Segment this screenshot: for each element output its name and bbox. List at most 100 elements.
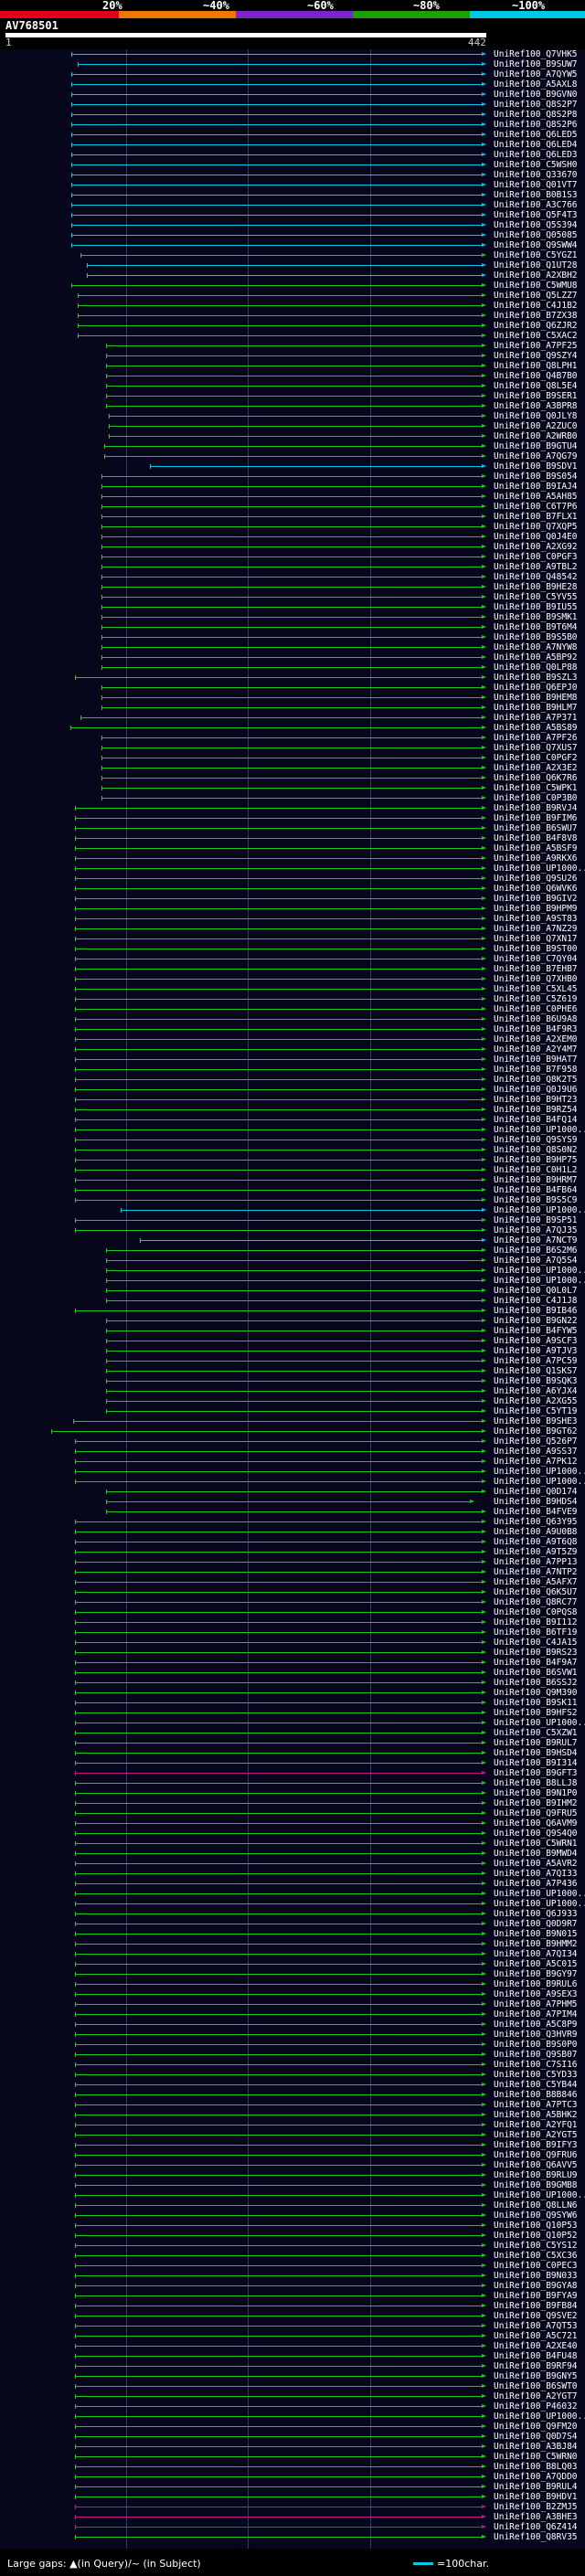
- hit-row[interactable]: UniRef100_Q01VT7: [0, 180, 585, 190]
- hit-label[interactable]: UniRef100_B2ZMJ5: [494, 2502, 578, 2512]
- hit-label[interactable]: UniRef100_Q8L5E4: [494, 381, 578, 391]
- hit-label[interactable]: UniRef100_Q0J4E0: [494, 532, 578, 542]
- hit-label[interactable]: UniRef100_B8LLJ8: [494, 1778, 578, 1788]
- hit-row[interactable]: UniRef100_A9SS37: [0, 1447, 585, 1457]
- hit-row[interactable]: UniRef100_Q9SZY4: [0, 351, 585, 361]
- hit-row[interactable]: UniRef100_B9HDS4: [0, 1497, 585, 1507]
- hit-label[interactable]: UniRef100_B8B846: [494, 2090, 578, 2100]
- hit-label[interactable]: UniRef100_B9GIV2: [494, 894, 578, 904]
- hit-label[interactable]: UniRef100_B9SMK1: [494, 612, 578, 622]
- hit-label[interactable]: UniRef100_Q8RC77: [494, 1597, 578, 1607]
- hit-row[interactable]: UniRef100_C0PGF3: [0, 552, 585, 562]
- hit-row[interactable]: UniRef100_A2Y4M7: [0, 1044, 585, 1055]
- hit-row[interactable]: UniRef100_C4JA15: [0, 1638, 585, 1648]
- hit-row[interactable]: UniRef100_Q0JLY8: [0, 411, 585, 421]
- hit-label[interactable]: UniRef100_A5C721: [494, 2331, 578, 2341]
- hit-label[interactable]: UniRef100_B9S5C9: [494, 1195, 578, 1205]
- hit-row[interactable]: UniRef100_A2XG92: [0, 542, 585, 552]
- hit-row[interactable]: UniRef100_A7QI33: [0, 1869, 585, 1879]
- hit-label[interactable]: UniRef100_A7QI34: [494, 1949, 578, 1959]
- hit-label[interactable]: UniRef100_Q8LPH1: [494, 361, 578, 371]
- hit-row[interactable]: UniRef100_UP1000...: [0, 1125, 585, 1135]
- hit-label[interactable]: UniRef100_C4J1J8: [494, 1296, 578, 1306]
- hit-label[interactable]: UniRef100_A5AFX7: [494, 1577, 578, 1587]
- hit-row[interactable]: UniRef100_C5XAC2: [0, 331, 585, 341]
- hit-label[interactable]: UniRef100_Q5F4T3: [494, 210, 578, 220]
- hit-row[interactable]: UniRef100_B6SWT0: [0, 2381, 585, 2391]
- hit-row[interactable]: UniRef100_A2XG55: [0, 1396, 585, 1406]
- hit-row[interactable]: UniRef100_A7PP13: [0, 1557, 585, 1567]
- hit-row[interactable]: UniRef100_Q6EPJ0: [0, 683, 585, 693]
- hit-row[interactable]: UniRef100_UP1000...: [0, 864, 585, 874]
- hit-row[interactable]: UniRef100_A9SEX3: [0, 1989, 585, 1999]
- hit-row[interactable]: UniRef100_Q7XQP5: [0, 522, 585, 532]
- hit-label[interactable]: UniRef100_B9FYA9: [494, 2291, 578, 2301]
- hit-row[interactable]: UniRef100_B9S5C9: [0, 1195, 585, 1205]
- hit-row[interactable]: UniRef100_Q6Z414: [0, 2522, 585, 2532]
- hit-label[interactable]: UniRef100_Q8RV35: [494, 2532, 578, 2542]
- hit-label[interactable]: UniRef100_B9HT23: [494, 1095, 578, 1105]
- hit-label[interactable]: UniRef100_Q526P7: [494, 1436, 578, 1447]
- hit-row[interactable]: UniRef100_A7PF26: [0, 733, 585, 743]
- hit-label[interactable]: UniRef100_Q5LZZ7: [494, 291, 578, 301]
- hit-row[interactable]: UniRef100_B9IFY3: [0, 2140, 585, 2150]
- hit-row[interactable]: UniRef100_A7PK12: [0, 1457, 585, 1467]
- hit-label[interactable]: UniRef100_Q3HVR9: [494, 2030, 578, 2040]
- hit-label[interactable]: UniRef100_A6YJX4: [494, 1386, 578, 1396]
- hit-label[interactable]: UniRef100_A7QDD0: [494, 2472, 578, 2482]
- hit-row[interactable]: UniRef100_B9GYA8: [0, 2281, 585, 2291]
- hit-row[interactable]: UniRef100_B9SP51: [0, 1215, 585, 1225]
- hit-label[interactable]: UniRef100_A7QYW5: [494, 69, 578, 80]
- hit-label[interactable]: UniRef100_Q0D9R7: [494, 1919, 578, 1929]
- hit-row[interactable]: UniRef100_Q1SKS7: [0, 1366, 585, 1376]
- hit-row[interactable]: UniRef100_Q6ZJR2: [0, 321, 585, 331]
- hit-row[interactable]: UniRef100_A5AH85: [0, 492, 585, 502]
- hit-label[interactable]: UniRef100_B9SHE3: [494, 1416, 578, 1426]
- hit-label[interactable]: UniRef100_C0P3B0: [494, 793, 578, 803]
- hit-row[interactable]: UniRef100_B4FYW5: [0, 1326, 585, 1336]
- hit-row[interactable]: UniRef100_B6SSJ2: [0, 1678, 585, 1688]
- hit-row[interactable]: UniRef100_A5BHK2: [0, 2110, 585, 2120]
- hit-row[interactable]: UniRef100_A5AFX7: [0, 1577, 585, 1587]
- hit-row[interactable]: UniRef100_C4J1J8: [0, 1296, 585, 1306]
- hit-label[interactable]: UniRef100_Q0J9U6: [494, 1085, 578, 1095]
- hit-label[interactable]: UniRef100_B4FB64: [494, 1185, 578, 1195]
- hit-row[interactable]: UniRef100_B9I112: [0, 1617, 585, 1627]
- hit-row[interactable]: UniRef100_C5YGZ1: [0, 250, 585, 260]
- hit-row[interactable]: UniRef100_C5YB44: [0, 2080, 585, 2090]
- hit-label[interactable]: UniRef100_B6SWU7: [494, 823, 578, 833]
- hit-label[interactable]: UniRef100_Q6AVV5: [494, 2160, 578, 2170]
- hit-row[interactable]: UniRef100_C5Z619: [0, 994, 585, 1004]
- hit-row[interactable]: UniRef100_C5XL45: [0, 984, 585, 994]
- hit-row[interactable]: UniRef100_B7FLX1: [0, 512, 585, 522]
- hit-row[interactable]: UniRef100_A2XEM0: [0, 1034, 585, 1044]
- hit-row[interactable]: UniRef100_B9GN22: [0, 1316, 585, 1326]
- hit-label[interactable]: UniRef100_Q6K5U7: [494, 1587, 578, 1597]
- hit-label[interactable]: UniRef100_C0H1L2: [494, 1165, 578, 1175]
- hit-label[interactable]: UniRef100_B9HDS4: [494, 1497, 578, 1507]
- hit-label[interactable]: UniRef100_A5C015: [494, 1959, 578, 1969]
- hit-row[interactable]: UniRef100_C5WRN1: [0, 1839, 585, 1849]
- hit-label[interactable]: UniRef100_B7ZX38: [494, 311, 578, 321]
- hit-label[interactable]: UniRef100_B9RVJ4: [494, 803, 578, 813]
- hit-row[interactable]: UniRef100_A5C8P9: [0, 2019, 585, 2030]
- hit-row[interactable]: UniRef100_UP1000...: [0, 1718, 585, 1728]
- hit-label[interactable]: UniRef100_B9I314: [494, 1758, 578, 1768]
- hit-row[interactable]: UniRef100_Q6LED5: [0, 130, 585, 140]
- hit-label[interactable]: UniRef100_B9IHM2: [494, 1798, 578, 1808]
- hit-label[interactable]: UniRef100_Q48542: [494, 572, 578, 582]
- hit-row[interactable]: UniRef100_A5C015: [0, 1959, 585, 1969]
- hit-label[interactable]: UniRef100_Q9SVE2: [494, 2311, 578, 2321]
- hit-label[interactable]: UniRef100_UP1000...: [494, 1889, 585, 1899]
- hit-label[interactable]: UniRef100_Q6LED3: [494, 150, 578, 160]
- hit-label[interactable]: UniRef100_A5C8P9: [494, 2019, 578, 2030]
- hit-row[interactable]: UniRef100_B6SVW1: [0, 1668, 585, 1678]
- hit-row[interactable]: UniRef100_Q6AVM9: [0, 1818, 585, 1829]
- hit-label[interactable]: UniRef100_C5WRN1: [494, 1839, 578, 1849]
- hit-row[interactable]: UniRef100_B9RUL4: [0, 2482, 585, 2492]
- hit-label[interactable]: UniRef100_B9SUW7: [494, 59, 578, 69]
- hit-label[interactable]: UniRef100_B4F9R3: [494, 1024, 578, 1034]
- hit-label[interactable]: UniRef100_B9HEM8: [494, 693, 578, 703]
- hit-row[interactable]: UniRef100_B9HEM8: [0, 693, 585, 703]
- hit-label[interactable]: UniRef100_B9RUL4: [494, 2482, 578, 2492]
